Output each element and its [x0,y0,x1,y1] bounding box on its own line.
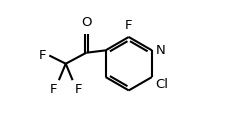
Text: F: F [124,19,132,32]
Text: O: O [81,16,91,29]
Text: Cl: Cl [155,78,168,91]
Text: F: F [74,83,82,96]
Text: F: F [49,83,56,96]
Text: F: F [39,49,46,62]
Text: N: N [155,44,165,57]
